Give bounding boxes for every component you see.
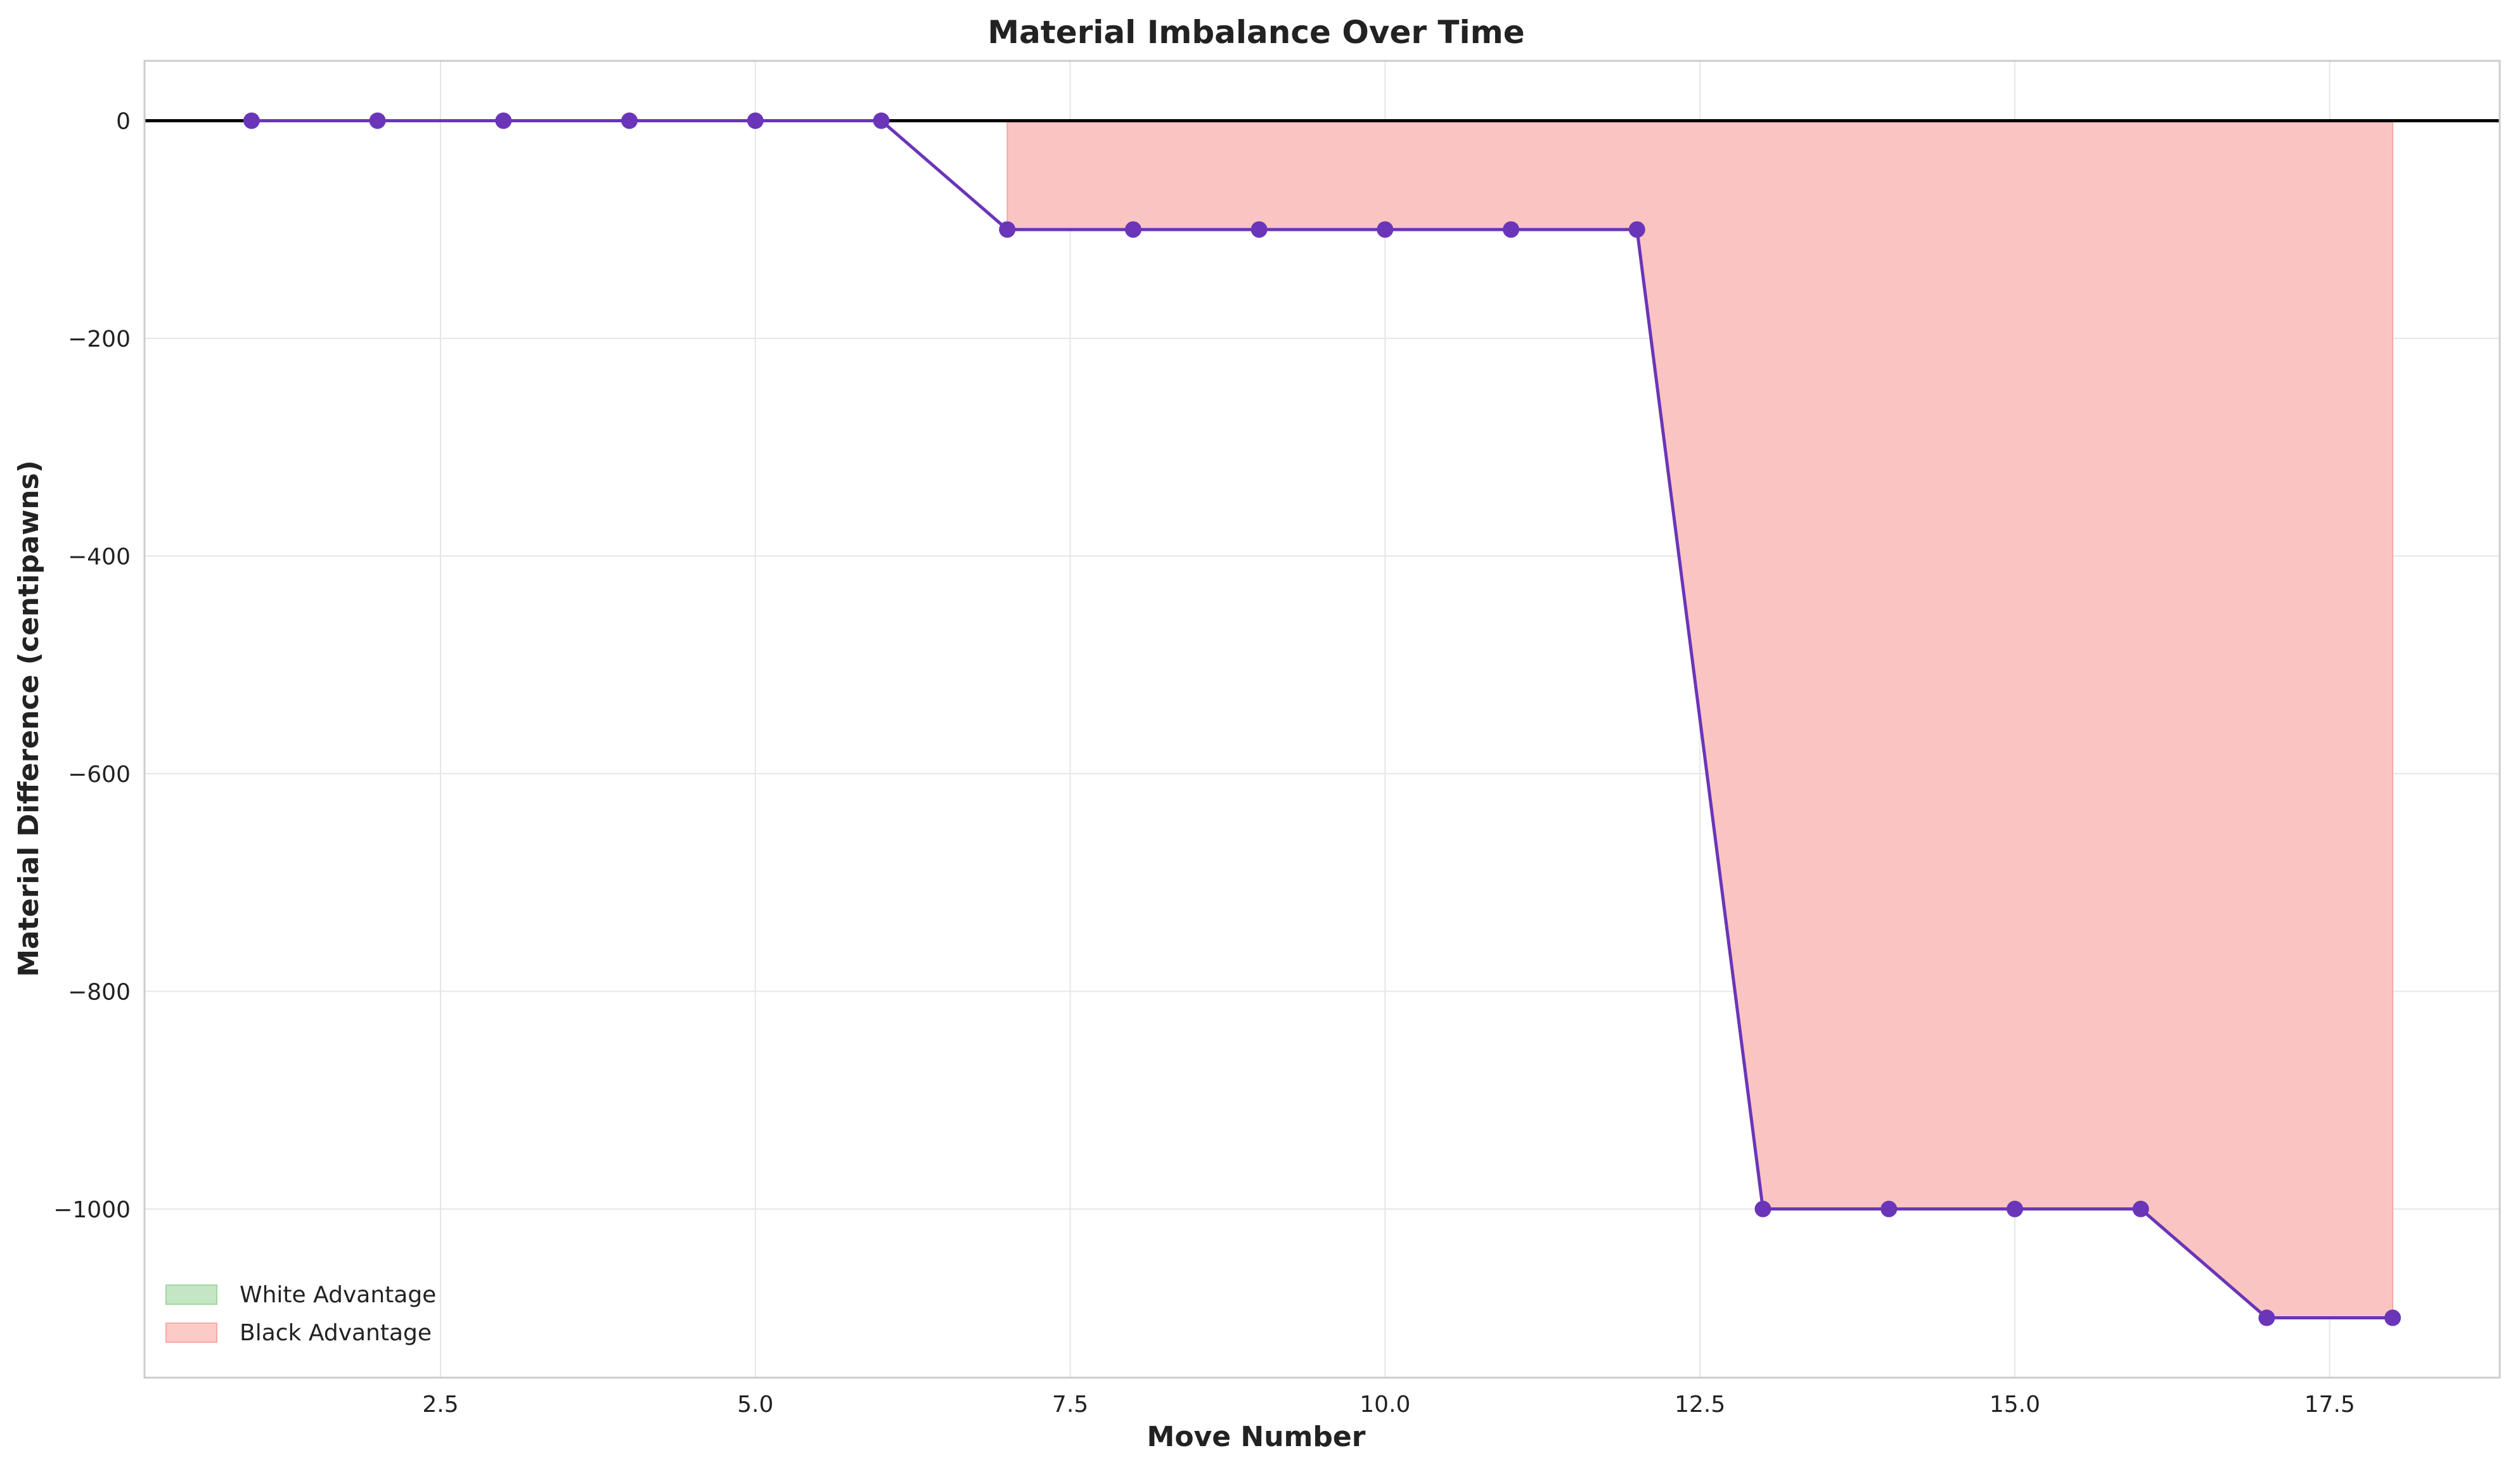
legend-swatch bbox=[165, 1323, 217, 1343]
legend-label: Black Advantage bbox=[240, 1320, 432, 1346]
x-tick-label: 15.0 bbox=[1990, 1392, 2040, 1418]
legend: White Advantage Black Advantage bbox=[165, 1282, 436, 1346]
legend-swatch bbox=[165, 1285, 217, 1305]
x-axis-label: Move Number bbox=[1147, 1421, 1366, 1453]
series-line bbox=[251, 119, 2393, 1320]
data-point bbox=[1503, 221, 1520, 238]
data-point bbox=[1250, 221, 1268, 238]
legend-label: White Advantage bbox=[240, 1282, 436, 1308]
data-point bbox=[1377, 221, 1394, 238]
material-line bbox=[251, 119, 2393, 1320]
x-tick-label: 17.5 bbox=[2305, 1392, 2355, 1418]
data-point bbox=[747, 112, 764, 129]
x-tick-label: 5.0 bbox=[737, 1392, 773, 1418]
x-tick-label: 10.0 bbox=[1360, 1392, 1410, 1418]
data-point bbox=[999, 221, 1016, 238]
x-tick-label: 2.5 bbox=[422, 1392, 458, 1418]
x-ticks: 2.5 5.0 7.5 10.0 12.5 15.0 17.5 bbox=[422, 1392, 2355, 1418]
data-point bbox=[2006, 1200, 2023, 1217]
data-points bbox=[243, 112, 2401, 1326]
plot-border bbox=[143, 60, 2501, 1379]
y-tick-label: −1000 bbox=[53, 1197, 131, 1223]
data-point bbox=[1628, 221, 1645, 238]
data-point bbox=[243, 112, 260, 129]
y-tick-label: −200 bbox=[68, 326, 131, 352]
y-axis-label: Material Difference (centipawns) bbox=[13, 460, 45, 977]
data-point bbox=[2384, 1309, 2401, 1326]
x-tick-label: 7.5 bbox=[1052, 1392, 1088, 1418]
y-ticks: 0 −200 −400 −600 −800 −1000 bbox=[53, 108, 131, 1222]
y-tick-label: 0 bbox=[116, 108, 131, 134]
data-point bbox=[621, 112, 638, 129]
plot-frame bbox=[143, 60, 2501, 1379]
x-tick-label: 12.5 bbox=[1675, 1392, 1725, 1418]
data-point bbox=[873, 112, 890, 129]
data-point bbox=[2132, 1200, 2149, 1217]
chart-title: Material Imbalance Over Time bbox=[987, 14, 1524, 51]
data-point bbox=[1880, 1200, 1898, 1217]
data-point bbox=[369, 112, 386, 129]
data-point bbox=[1124, 221, 1141, 238]
data-point bbox=[495, 112, 512, 129]
data-point bbox=[1754, 1200, 1771, 1217]
y-tick-label: −600 bbox=[68, 762, 131, 788]
data-point bbox=[2258, 1309, 2275, 1326]
y-tick-label: −800 bbox=[68, 979, 131, 1005]
y-tick-label: −400 bbox=[68, 544, 131, 570]
